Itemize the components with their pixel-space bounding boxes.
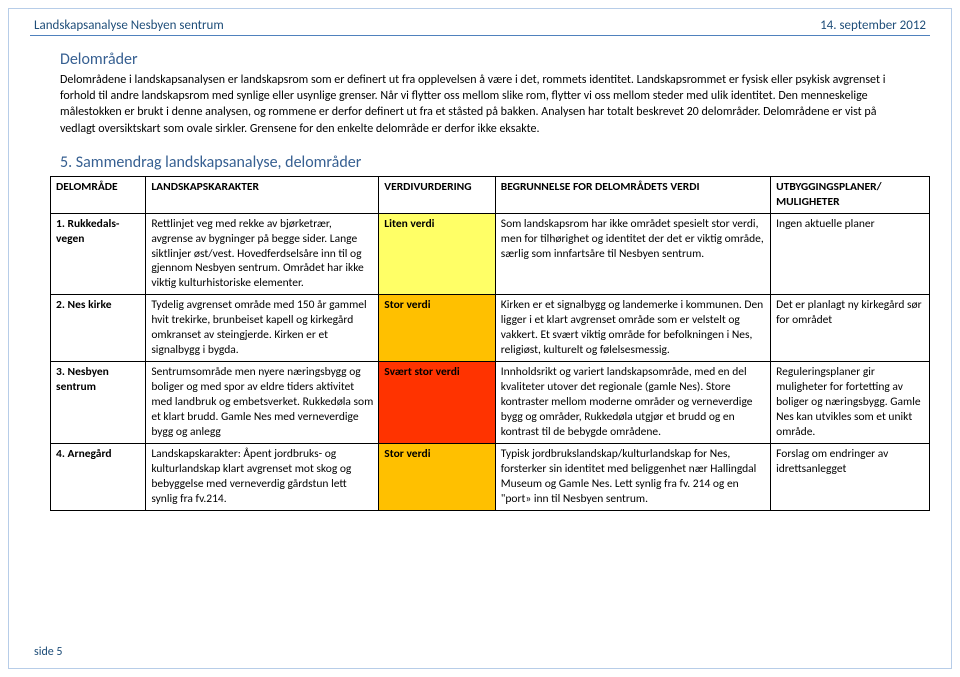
cell-begrunnelse: Som landskapsrom har ikke området spesie… — [495, 213, 770, 295]
header-right: 14. september 2012 — [820, 18, 926, 33]
row-name: Arnegård — [68, 447, 112, 461]
cell-begrunnelse: Innholdsrikt og variert landskapsområde,… — [495, 362, 770, 444]
cell-verdi: Liten verdi — [379, 213, 495, 295]
row-number: 1. — [56, 217, 65, 231]
page-footer: side 5 — [34, 645, 63, 659]
cell-utbygging: Det er planlagt ny kirkegård sør for omr… — [771, 295, 930, 362]
th-utbygging: UTBYGGINGSPLANER/ MULIGHETER — [771, 176, 930, 213]
cell-utbygging: Reguleringsplaner gir muligheter for for… — [771, 362, 930, 444]
cell-delomraade: 1. Rukkedals-vegen — [51, 213, 146, 295]
row-name: Nes kirke — [68, 298, 112, 312]
table-header-row: DELOMRÅDE LANDSKAPSKARAKTER VERDIVURDERI… — [51, 176, 930, 213]
header-underline — [30, 35, 930, 36]
cell-delomraade: 2. Nes kirke — [51, 295, 146, 362]
cell-utbygging: Ingen aktuelle planer — [771, 213, 930, 295]
cell-begrunnelse: Typisk jordbrukslandskap/kulturlandskap … — [495, 443, 770, 510]
cell-karakter: Landskapskarakter: Åpent jordbruks- og k… — [146, 443, 379, 510]
th-verdivurdering: VERDIVURDERING — [379, 176, 495, 213]
cell-verdi: Stor verdi — [379, 295, 495, 362]
section-delomraader-text: Delområdene i landskapsanalysen er lands… — [30, 72, 930, 137]
summary-table: DELOMRÅDE LANDSKAPSKARAKTER VERDIVURDERI… — [50, 176, 930, 511]
row-number: 3. — [56, 365, 65, 379]
row-number: 2. — [56, 298, 65, 312]
cell-verdi: Stor verdi — [379, 443, 495, 510]
table-row: 3. Nesbyen sentrumSentrumsområde men nye… — [51, 362, 930, 444]
th-delomraade: DELOMRÅDE — [51, 176, 146, 213]
cell-delomraade: 3. Nesbyen sentrum — [51, 362, 146, 444]
row-number: 4. — [56, 447, 65, 461]
table-row: 2. Nes kirkeTydelig avgrenset område med… — [51, 295, 930, 362]
cell-begrunnelse: Kirken er et signalbygg og landemerke i … — [495, 295, 770, 362]
th-begrunnelse: BEGRUNNELSE FOR DELOMRÅDETS VERDI — [495, 176, 770, 213]
row-name: Rukkedals-vegen — [56, 217, 119, 246]
header-left: Landskapsanalyse Nesbyen sentrum — [34, 18, 224, 33]
cell-utbygging: Forslag om endringer av idrettsanlegget — [771, 443, 930, 510]
th-landskapskarakter: LANDSKAPSKARAKTER — [146, 176, 379, 213]
cell-delomraade: 4. Arnegård — [51, 443, 146, 510]
table-row: 1. Rukkedals-vegenRettlinjet veg med rek… — [51, 213, 930, 295]
section-sammendrag-title: 5. Sammendrag landskapsanalyse, delområd… — [30, 153, 930, 172]
table-row: 4. ArnegårdLandskapskarakter: Åpent jord… — [51, 443, 930, 510]
cell-karakter: Sentrumsområde men nyere næringsbygg og … — [146, 362, 379, 444]
section-delomraader-title: Delområder — [30, 50, 930, 69]
cell-verdi: Svært stor verdi — [379, 362, 495, 444]
page-header: Landskapsanalyse Nesbyen sentrum 14. sep… — [30, 18, 930, 33]
cell-karakter: Tydelig avgrenset område med 150 år gamm… — [146, 295, 379, 362]
cell-karakter: Rettlinjet veg med rekke av bjørketrær, … — [146, 213, 379, 295]
